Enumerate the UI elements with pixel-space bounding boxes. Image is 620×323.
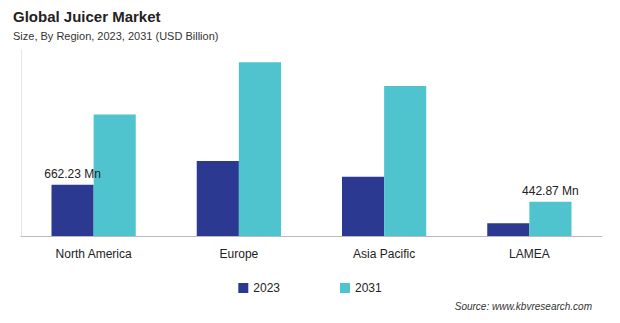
svg-text:Source: www.kbvresearch.com: Source: www.kbvresearch.com — [455, 301, 592, 312]
svg-text:662.23 Mn: 662.23 Mn — [44, 167, 101, 181]
svg-text:442.87 Mn: 442.87 Mn — [522, 184, 579, 198]
svg-text:North America: North America — [56, 247, 132, 261]
svg-text:Europe: Europe — [220, 247, 259, 261]
svg-text:Global Juicer Market: Global Juicer Market — [13, 8, 161, 25]
svg-text:Asia Pacific: Asia Pacific — [353, 247, 415, 261]
svg-text:LAMEA: LAMEA — [509, 247, 550, 261]
svg-text:Size, By Region, 2023, 2031 (U: Size, By Region, 2023, 2031 (USD Billion… — [13, 30, 218, 42]
svg-text:2023: 2023 — [253, 281, 280, 295]
svg-text:2031: 2031 — [355, 281, 382, 295]
